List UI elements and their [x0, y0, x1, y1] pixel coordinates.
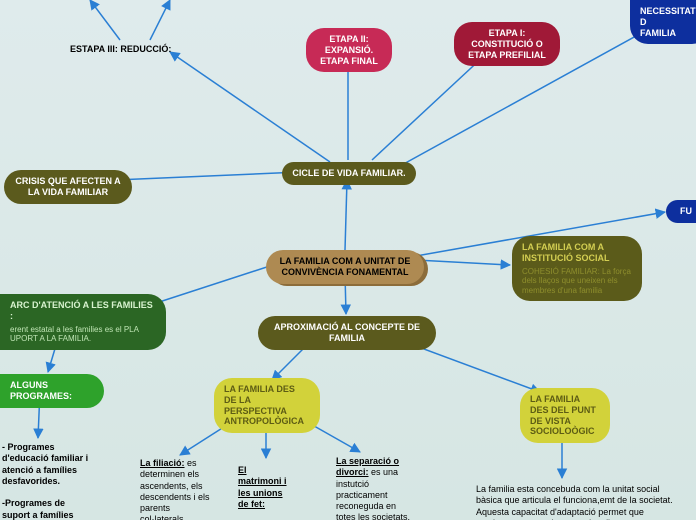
node-necessitats-label: NECESSITATS DFAMILIA	[640, 6, 696, 38]
concept-map: ESTAPA III: REDUCCIÓ: ETAPA II:EXPANSIÓ.…	[0, 0, 696, 520]
leaf-filiacio: La filiació: es determinen els ascendent…	[140, 458, 215, 520]
node-etapa2[interactable]: ETAPA II:EXPANSIÓ.ETAPA FINAL	[306, 28, 392, 72]
node-institucio[interactable]: LA FAMILIA COM AINSTITUCIÓ SOCIAL COHESI…	[512, 236, 642, 301]
node-programes[interactable]: ALGUNS PROGRAMES:	[0, 374, 104, 408]
node-marc-title: ARC D'ATENCIÓ A LES FAMILIES :	[10, 300, 153, 321]
node-marc-sub: erent estatal a les families es el PLAUP…	[10, 325, 156, 344]
node-unitat-label: LA FAMILIA COM A UNITAT DE CONVIVÈNCIA F…	[280, 256, 411, 277]
node-cicle[interactable]: CICLE DE VIDA FAMILIAR.	[282, 162, 416, 185]
node-fu[interactable]: FU	[666, 200, 696, 223]
leaf-programes-list: - Programes d'educació familiar i atenci…	[2, 442, 92, 520]
node-unitat[interactable]: LA FAMILIA COM A UNITAT DE CONVIVÈNCIA F…	[266, 250, 424, 284]
node-sociologic[interactable]: LA FAMILIADES DEL PUNTDE VISTASOCIOLOÒGI…	[520, 388, 610, 443]
node-etapa1[interactable]: ETAPA I:CONSTITUCIÓ OETAPA PREFILIAL	[454, 22, 560, 66]
node-marc[interactable]: ARC D'ATENCIÓ A LES FAMILIES : erent est…	[0, 294, 166, 350]
node-aproximacio[interactable]: APROXIMACIÓ AL CONCEPTE DE FAMILIA	[258, 316, 436, 350]
leaf-socio-body: La familia esta concebuda com la unitat …	[476, 484, 676, 520]
node-etapa1-label: ETAPA I:CONSTITUCIÓ OETAPA PREFILIAL	[468, 28, 546, 60]
node-etapa2-label: ETAPA II:EXPANSIÓ.ETAPA FINAL	[320, 34, 378, 66]
node-etapa3[interactable]: ESTAPA III: REDUCCIÓ:	[70, 44, 171, 55]
node-crisis-label: CRISIS QUE AFECTEN ALA VIDA FAMILIAR	[15, 176, 120, 197]
leaf-separacio: La separació o divorci: es una instutció…	[336, 456, 416, 520]
node-institucio-sub: COHESIÓ FAMILIAR: La força dels llaços q…	[522, 267, 632, 296]
node-sociologic-label: LA FAMILIADES DEL PUNTDE VISTASOCIOLOÒGI…	[530, 394, 596, 436]
node-institucio-title: LA FAMILIA COM AINSTITUCIÓ SOCIAL	[522, 242, 610, 263]
leaf-matrimoni: Elmatrimoni iles unionsde fet:	[238, 465, 303, 510]
node-antropologica[interactable]: LA FAMILIA DESDE LAPERSPECTIVAANTROPOLÒG…	[214, 378, 320, 433]
node-necessitats[interactable]: NECESSITATS DFAMILIA	[630, 0, 696, 44]
node-crisis[interactable]: CRISIS QUE AFECTEN ALA VIDA FAMILIAR	[4, 170, 132, 204]
node-antropologica-label: LA FAMILIA DESDE LAPERSPECTIVAANTROPOLÒG…	[224, 384, 304, 426]
